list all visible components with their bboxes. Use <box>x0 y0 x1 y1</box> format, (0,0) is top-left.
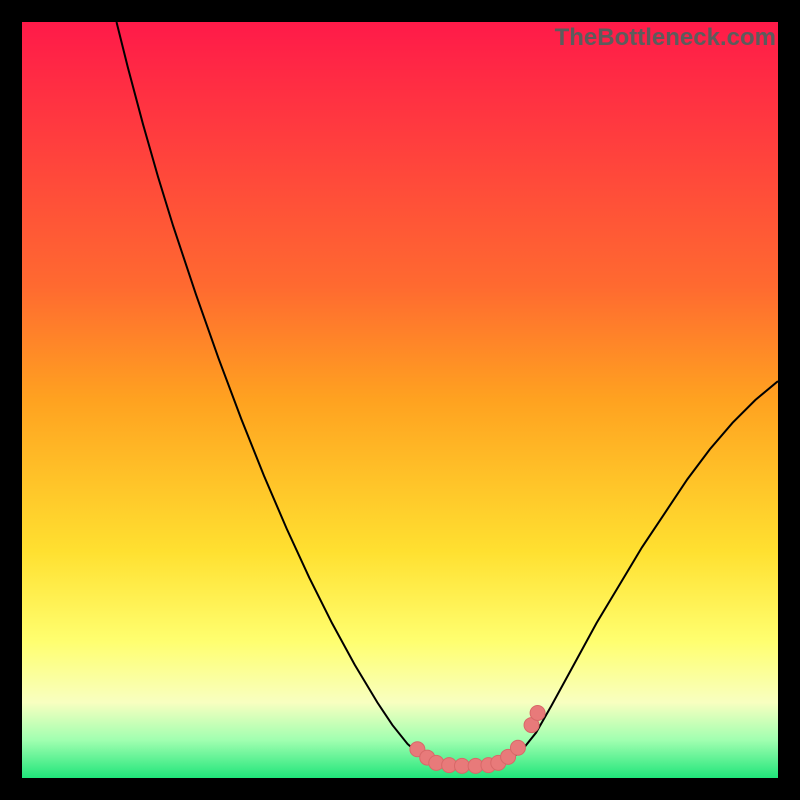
watermark-text: TheBottleneck.com <box>555 24 776 52</box>
plot-area <box>22 22 778 778</box>
